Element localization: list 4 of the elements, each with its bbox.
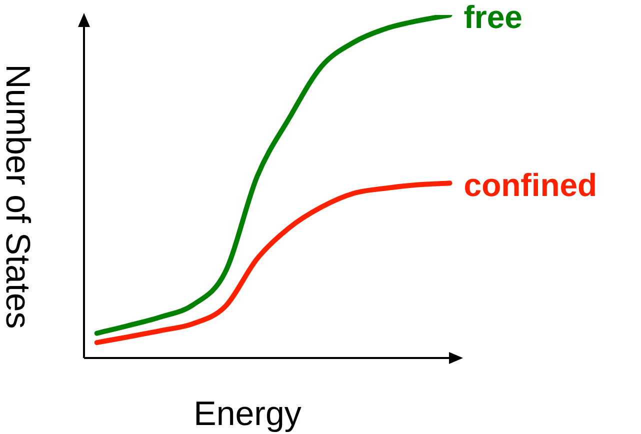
series-label: free (464, 0, 522, 35)
x-axis-title: Energy (194, 395, 302, 433)
y-axis-title: Number of States (0, 64, 37, 329)
series-label: confined (464, 166, 598, 203)
